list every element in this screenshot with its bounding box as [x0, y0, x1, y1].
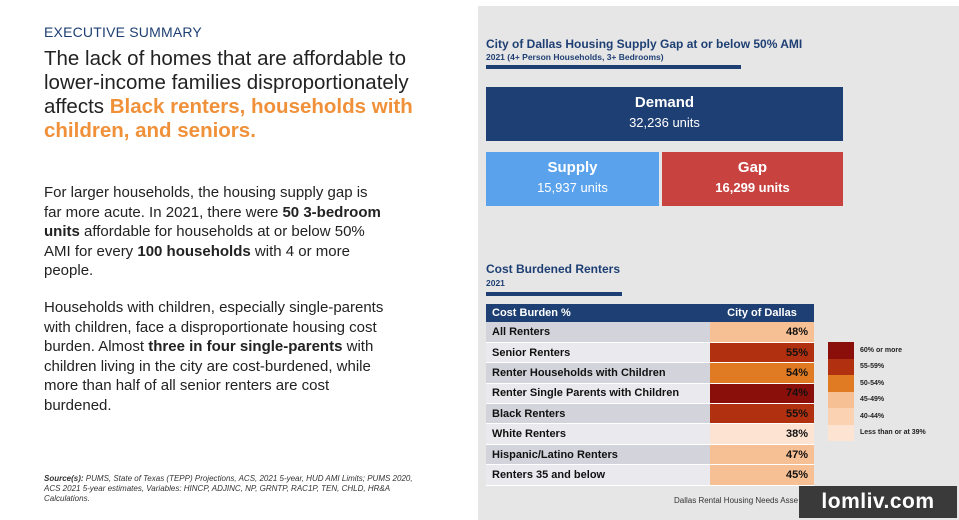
row-label: White Renters [486, 423, 710, 445]
color-legend: 60% or more 55-59% 50-54% 45-49% 40-44% … [828, 342, 926, 441]
gap-label: Gap [737, 159, 768, 176]
demand-box: Demand 32,236 units [486, 87, 843, 141]
legend-item: 40-44% [828, 408, 926, 425]
legend-item: Less than or at 39% [828, 424, 926, 441]
table-row: Black Renters 55% [486, 403, 814, 425]
row-value: 48% [710, 322, 814, 343]
para1-bold-1: 50 3-bedroom units [44, 203, 381, 241]
headline-highlight: Black renters, households with children,… [44, 95, 413, 142]
row-value: 45% [710, 464, 814, 486]
legend-item: 60% or more [828, 342, 926, 359]
supply-gap-subtitle: 2021 (4+ Person Households, 3+ Bedrooms) [486, 52, 664, 62]
legend-label: 55-59% [860, 363, 885, 371]
legend-swatch [828, 342, 854, 359]
legend-swatch [828, 358, 854, 375]
para2-bold-1: three in four single-parents [148, 338, 343, 355]
para1-text-3: with 4 or more people. [44, 242, 350, 280]
supply-gap-title: City of Dallas Housing Supply Gap at or … [486, 37, 803, 51]
footer-text: Dallas Rental Housing Needs Asse [674, 496, 799, 505]
cost-burden-title: Cost Burdened Renters [486, 262, 621, 276]
table-row: Senior Renters 55% [486, 342, 814, 364]
supply-value: 15,937 units [537, 180, 608, 195]
row-value: 54% [710, 362, 814, 384]
demand-label: Demand [634, 94, 695, 111]
legend-label: 60% or more [860, 346, 903, 354]
para1-text-1: For larger households, the housing suppl… [44, 184, 368, 221]
legend-swatch [828, 424, 854, 441]
data-panel: City of Dallas Housing Supply Gap at or … [478, 6, 959, 520]
legend-item: 55-59% [828, 358, 926, 375]
legend-swatch [828, 375, 854, 392]
table-header-row: Cost Burden % City of Dallas [486, 304, 814, 322]
legend-item: 50-54% [828, 375, 926, 392]
col-header-city: City of Dallas [710, 304, 814, 322]
row-label: Renter Households with Children [486, 362, 710, 384]
supply-label: Supply [547, 159, 598, 176]
paragraph-cost-burden: Households with children, especially sin… [44, 298, 384, 415]
gap-box: Gap 16,299 units [662, 152, 843, 206]
table-row: White Renters 38% [486, 423, 814, 445]
legend-label: Less than or at 39% [860, 429, 926, 437]
row-label: Hispanic/Latino Renters [486, 444, 710, 466]
row-label: Renter Single Parents with Children [486, 383, 710, 405]
sources-text: PUMS, State of Texas (TEPP) Projections,… [44, 474, 413, 503]
headline-text: The lack of homes that are affordable to… [44, 47, 409, 118]
cost-burden-underline [486, 292, 622, 296]
row-label: Renters 35 and below [486, 464, 710, 486]
table-row: Renters 35 and below 45% [486, 464, 814, 486]
legend-label: 40-44% [860, 412, 885, 420]
supply-box: Supply 15,937 units [486, 152, 659, 206]
headline: The lack of homes that are affordable to… [44, 47, 444, 143]
table-row: Hispanic/Latino Renters 47% [486, 444, 814, 466]
gap-value: 16,299 units [715, 180, 790, 195]
row-value: 38% [710, 423, 814, 445]
row-value: 55% [710, 403, 814, 425]
legend-swatch [828, 391, 854, 408]
legend-label: 45-49% [860, 396, 885, 404]
para1-bold-2: 100 households [137, 242, 251, 260]
row-value: 47% [710, 444, 814, 466]
table-row: Renter Households with Children 54% [486, 362, 814, 384]
row-value: 55% [710, 342, 814, 364]
row-value: 74% [710, 383, 814, 405]
row-label: Senior Renters [486, 342, 710, 364]
paragraph-supply-gap: For larger households, the housing suppl… [44, 183, 384, 281]
watermark: lomliv.com [799, 486, 957, 518]
legend-item: 45-49% [828, 391, 926, 408]
table-row: All Renters 48% [486, 322, 814, 343]
legend-swatch [828, 408, 854, 425]
para2-text-2: with children living in the city are cos… [44, 338, 374, 414]
supply-gap-underline [486, 65, 741, 69]
para1-text-2: affordable for households at or below 50… [44, 223, 365, 260]
row-label: All Renters [486, 322, 710, 343]
demand-value: 32,236 units [629, 115, 700, 130]
table-row: Renter Single Parents with Children 74% [486, 383, 814, 405]
sources-note: Source(s): PUMS, State of Texas (TEPP) P… [44, 474, 424, 504]
sources-label: Source(s): [44, 474, 84, 483]
col-header-cost-burden: Cost Burden % [486, 304, 710, 322]
legend-label: 50-54% [860, 379, 885, 387]
executive-summary-panel: EXECUTIVE SUMMARY The lack of homes that… [0, 0, 478, 520]
row-label: Black Renters [486, 403, 710, 425]
para2-text-1: Households with children, especially sin… [44, 299, 384, 355]
section-kicker: EXECUTIVE SUMMARY [44, 24, 202, 40]
cost-burden-subtitle: 2021 [486, 278, 505, 288]
cost-burden-table: Cost Burden % City of Dallas All Renters… [486, 304, 814, 486]
